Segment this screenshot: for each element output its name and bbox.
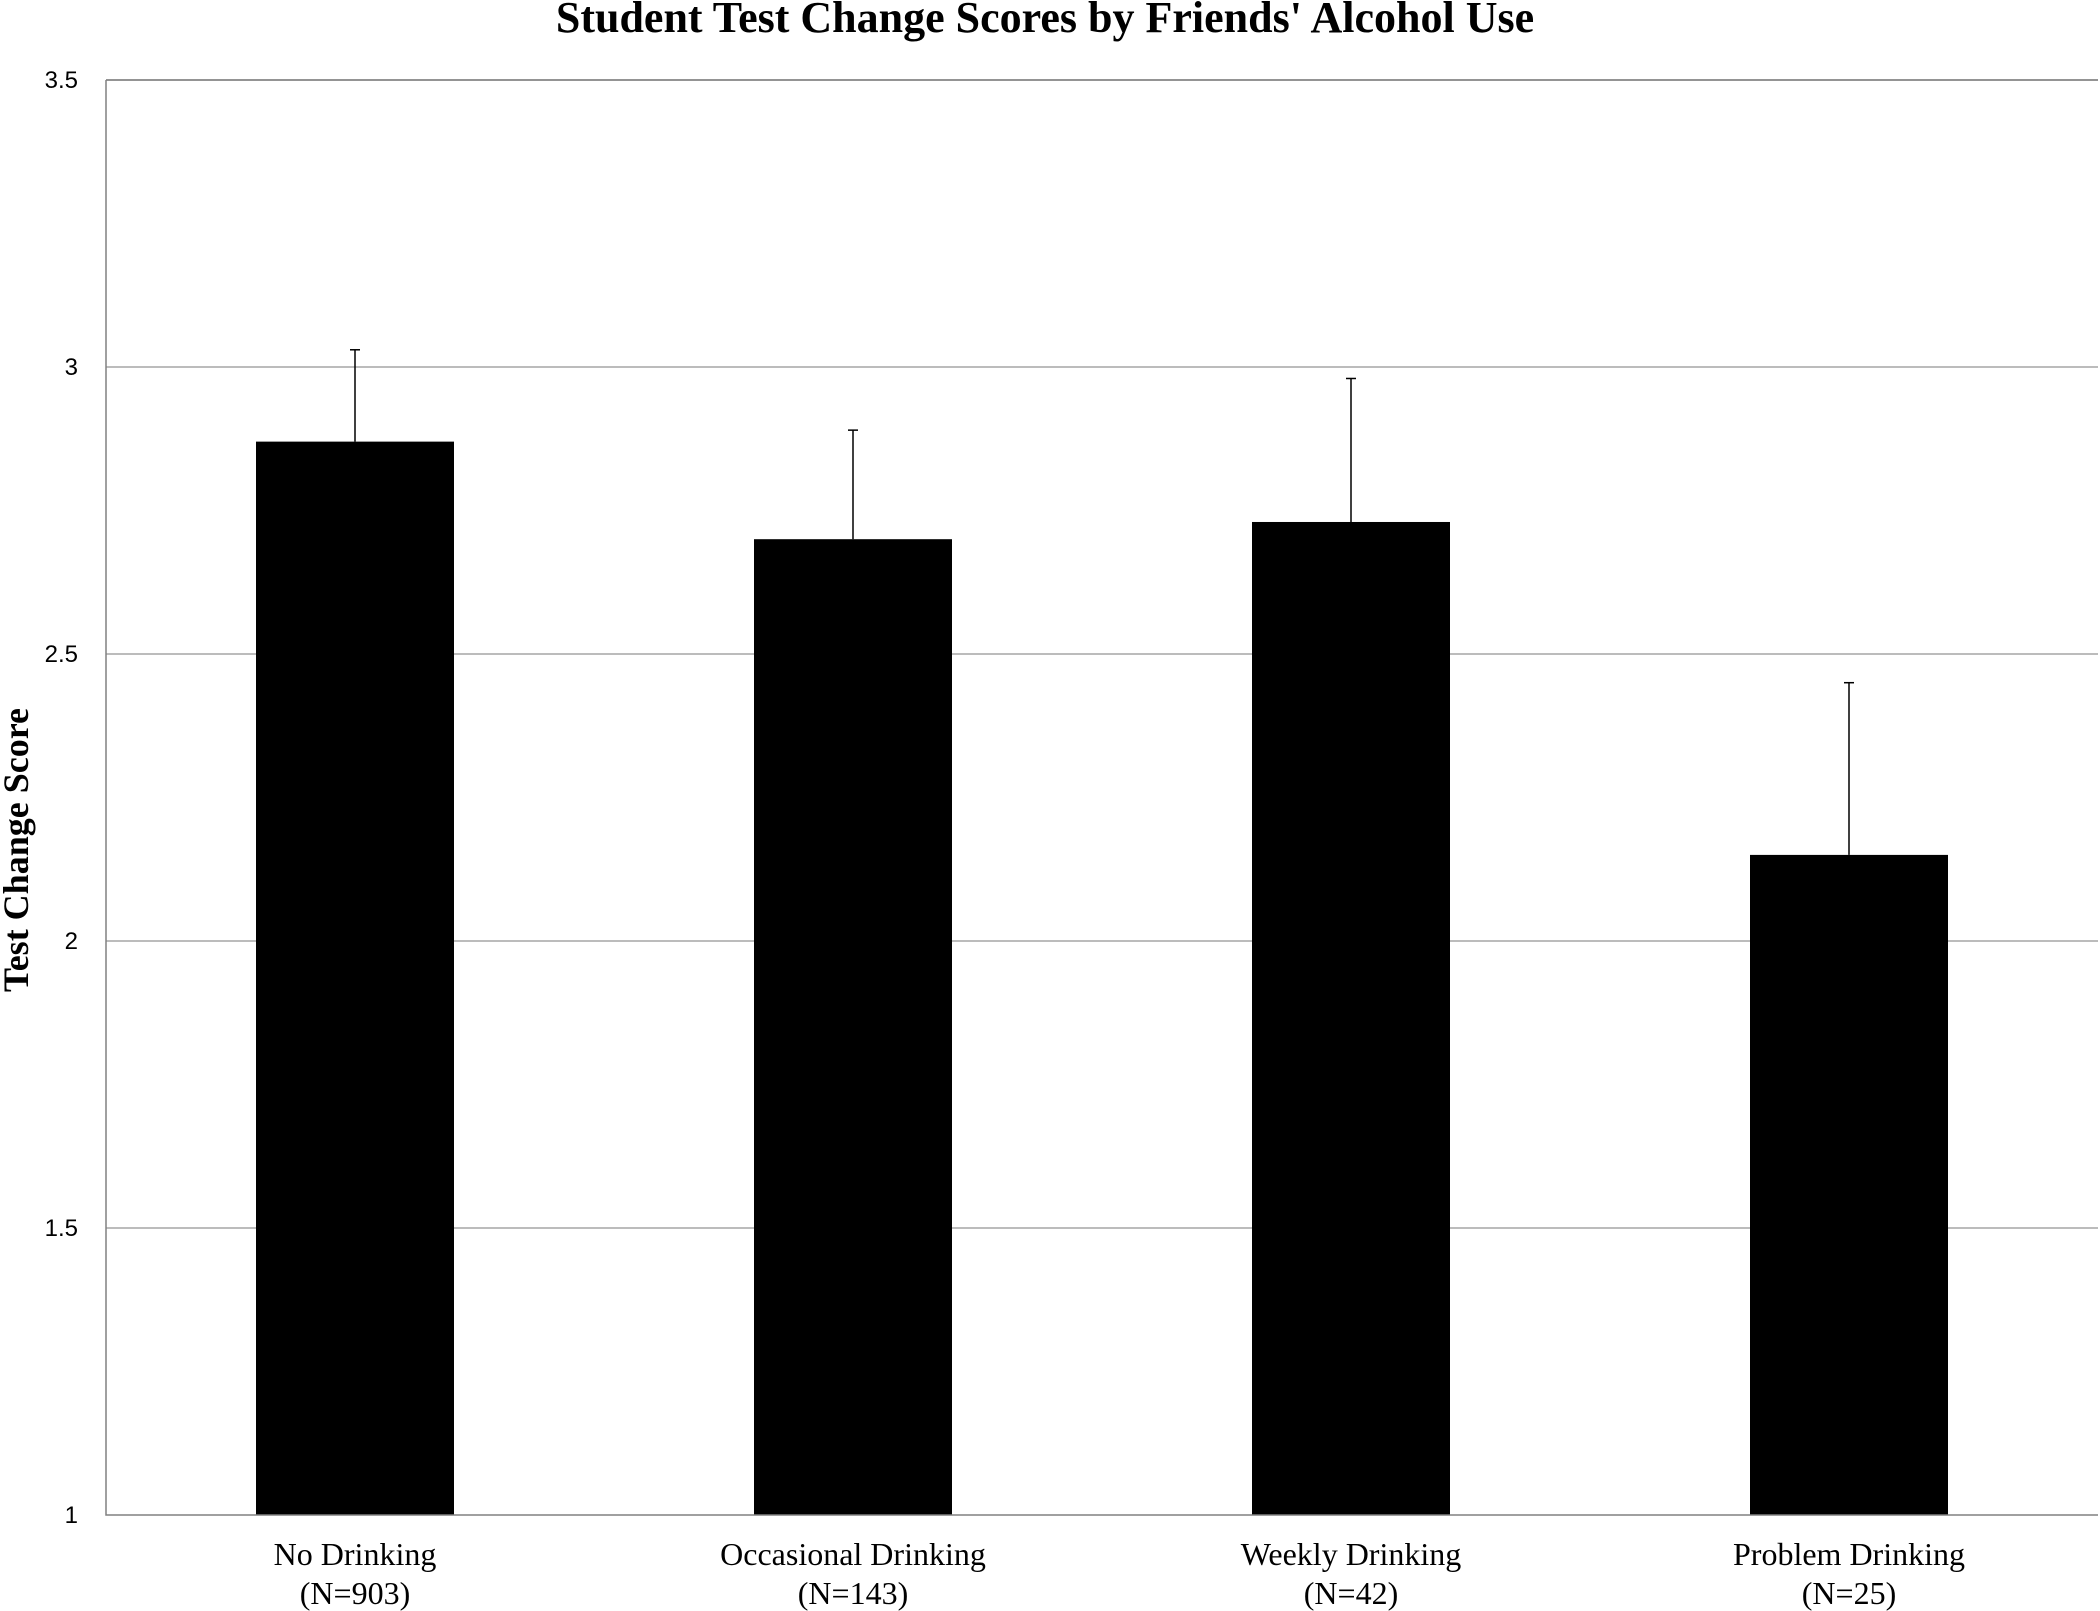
y-tick-label: 2 xyxy=(65,928,78,955)
y-axis-label: Test Change Score xyxy=(0,708,36,992)
y-tick-label: 3 xyxy=(65,354,78,381)
x-category-label: Weekly Drinking xyxy=(1241,1536,1461,1572)
chart-title: Student Test Change Scores by Friends' A… xyxy=(556,0,1534,42)
y-tick-label: 1.5 xyxy=(45,1215,78,1242)
x-category-label: Occasional Drinking xyxy=(720,1536,986,1572)
plot-frame xyxy=(105,79,2098,1516)
x-category-n: (N=25) xyxy=(1802,1575,1896,1611)
bar xyxy=(1252,521,1450,1515)
bars xyxy=(256,441,1948,1515)
x-category-n: (N=143) xyxy=(798,1575,908,1611)
x-category-label: Problem Drinking xyxy=(1733,1536,1965,1572)
bar xyxy=(256,441,454,1515)
y-tick-label: 2.5 xyxy=(45,641,78,668)
error-bars xyxy=(350,349,1854,855)
x-category-labels: No Drinking(N=903)Occasional Drinking(N=… xyxy=(274,1536,1965,1611)
x-category-n: (N=42) xyxy=(1304,1575,1398,1611)
x-category-n: (N=903) xyxy=(300,1575,410,1611)
y-tick-labels: 1 1.5 2 2.5 3 3.5 xyxy=(45,67,78,1529)
bar xyxy=(1750,854,1948,1515)
bar xyxy=(754,539,952,1515)
y-tick-label: 3.5 xyxy=(45,67,78,94)
y-tick-label: 1 xyxy=(65,1502,78,1529)
x-category-label: No Drinking xyxy=(274,1536,437,1572)
